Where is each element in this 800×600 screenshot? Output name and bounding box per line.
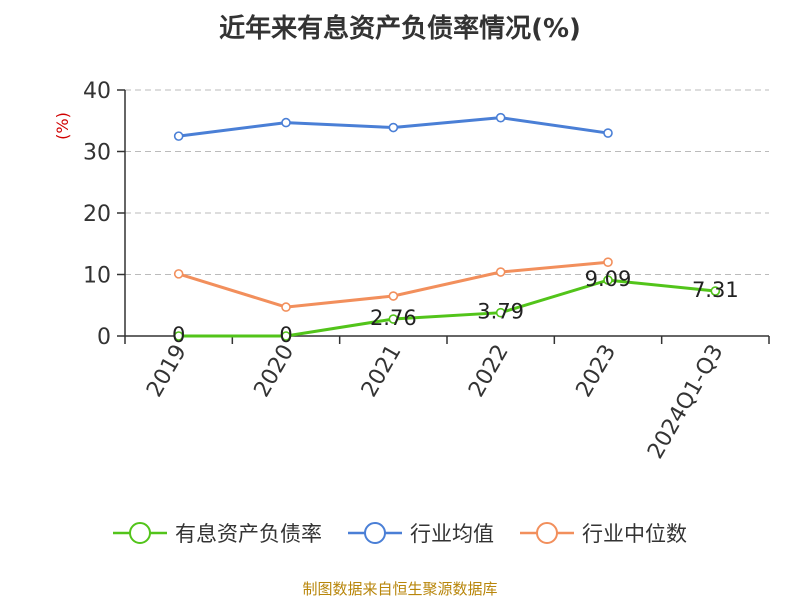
data-point xyxy=(603,128,613,138)
data-point xyxy=(173,269,184,279)
legend-marker xyxy=(536,522,558,544)
data-point xyxy=(495,112,506,123)
data-label: 0 xyxy=(172,323,185,347)
data-label: 3.79 xyxy=(477,300,524,324)
data-label: 0 xyxy=(279,323,292,347)
x-tick-label: 2022 xyxy=(464,341,514,402)
data-point xyxy=(281,117,291,128)
x-tick-label: 2024Q1-Q3 xyxy=(643,341,728,464)
data-point xyxy=(495,267,506,277)
data-point xyxy=(281,302,291,312)
y-tick-label: 0 xyxy=(97,325,111,350)
source-note: 制图数据来自恒生聚源数据库 xyxy=(302,580,498,598)
data-point xyxy=(603,275,613,285)
data-label: 9.09 xyxy=(585,267,632,291)
data-point xyxy=(603,257,613,268)
legend-item[interactable]: 行业中位数 xyxy=(520,518,687,548)
data-point xyxy=(388,122,399,133)
y-tick-label: 10 xyxy=(83,264,111,289)
legend-swatch xyxy=(348,522,402,544)
data-label: 2.76 xyxy=(370,306,417,330)
data-label: 7.31 xyxy=(692,278,739,302)
chart-title: 近年来有息资产负债率情况(%) xyxy=(219,14,581,44)
y-tick-label: 40 xyxy=(83,79,111,104)
data-point xyxy=(388,291,399,301)
data-point xyxy=(495,307,506,318)
legend-label: 行业中位数 xyxy=(582,522,687,546)
y-axis-label: (%) xyxy=(53,112,72,140)
x-tick-label: 2021 xyxy=(357,341,407,402)
data-point xyxy=(173,131,184,141)
legend-item[interactable]: 行业均值 xyxy=(348,518,494,548)
series-line xyxy=(178,278,716,338)
x-tick-label: 2020 xyxy=(250,341,300,402)
legend-swatch xyxy=(113,522,167,544)
y-tick-label: 20 xyxy=(83,202,111,227)
legend-label: 有息资产负债率 xyxy=(175,522,322,546)
data-point xyxy=(173,331,184,341)
data-point xyxy=(388,314,399,324)
legend-marker xyxy=(364,522,386,544)
data-point xyxy=(281,331,291,341)
x-tick-label: 2019 xyxy=(142,341,192,402)
y-tick-label: 30 xyxy=(83,141,111,166)
data-point xyxy=(710,286,721,296)
legend-item[interactable]: 有息资产负债率 xyxy=(113,518,322,548)
legend-marker xyxy=(129,522,151,544)
legend: 有息资产负债率 行业均值 行业中位数 xyxy=(0,518,800,548)
legend-swatch xyxy=(520,522,574,544)
x-tick-label: 2023 xyxy=(572,341,622,402)
legend-label: 行业均值 xyxy=(410,522,494,546)
